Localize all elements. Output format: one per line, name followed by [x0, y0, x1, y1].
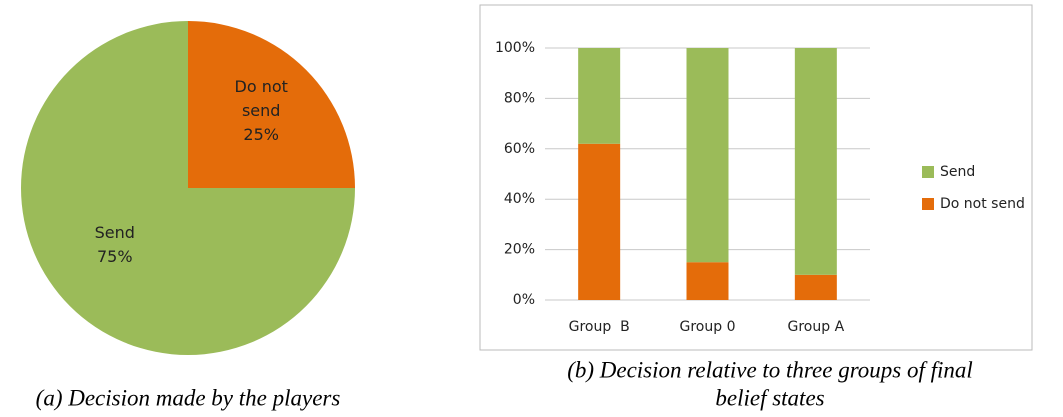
- x-tick-label: Group 0: [680, 319, 736, 335]
- pie-label-name: Do not send: [234, 76, 288, 120]
- x-tick-label: Group A: [788, 319, 845, 335]
- y-tick-label: 40%: [504, 191, 535, 207]
- caption: (b) Decision relative to three groups of…: [567, 357, 973, 382]
- bar-segment: [794, 48, 837, 275]
- legend-swatch: [922, 166, 934, 178]
- legend-label: Do not send: [940, 196, 1025, 212]
- pie-label: Send 75%: [70, 221, 160, 269]
- y-tick-label: 0%: [513, 292, 535, 308]
- caption: belief states: [715, 385, 824, 410]
- caption: (a) Decision made by the players: [36, 385, 341, 410]
- pie-label-box: Send 75%: [70, 221, 160, 269]
- pie-label-box: Do not send 25%: [216, 75, 306, 147]
- pie-slice: [21, 21, 355, 355]
- bar-segment: [578, 143, 621, 300]
- pie-label: Do not send 25%: [216, 75, 306, 147]
- legend-swatch: [922, 198, 934, 210]
- y-tick-label: 20%: [504, 242, 535, 258]
- pie-label-value: 25%: [243, 124, 279, 144]
- y-tick-label: 80%: [504, 90, 535, 106]
- pie-slice: [188, 21, 355, 188]
- bar-segment: [686, 48, 729, 263]
- bar-segment: [794, 274, 837, 300]
- legend-label: Send: [940, 164, 975, 180]
- x-tick-label: Group B: [569, 319, 630, 335]
- y-tick-label: 60%: [504, 141, 535, 157]
- chart-frame: [479, 4, 1033, 351]
- pie-label-name: Send: [94, 223, 135, 243]
- pie-label-value: 75%: [97, 247, 133, 267]
- y-tick-label: 100%: [495, 40, 535, 56]
- bar-segment: [686, 262, 729, 300]
- bar-segment: [578, 48, 621, 144]
